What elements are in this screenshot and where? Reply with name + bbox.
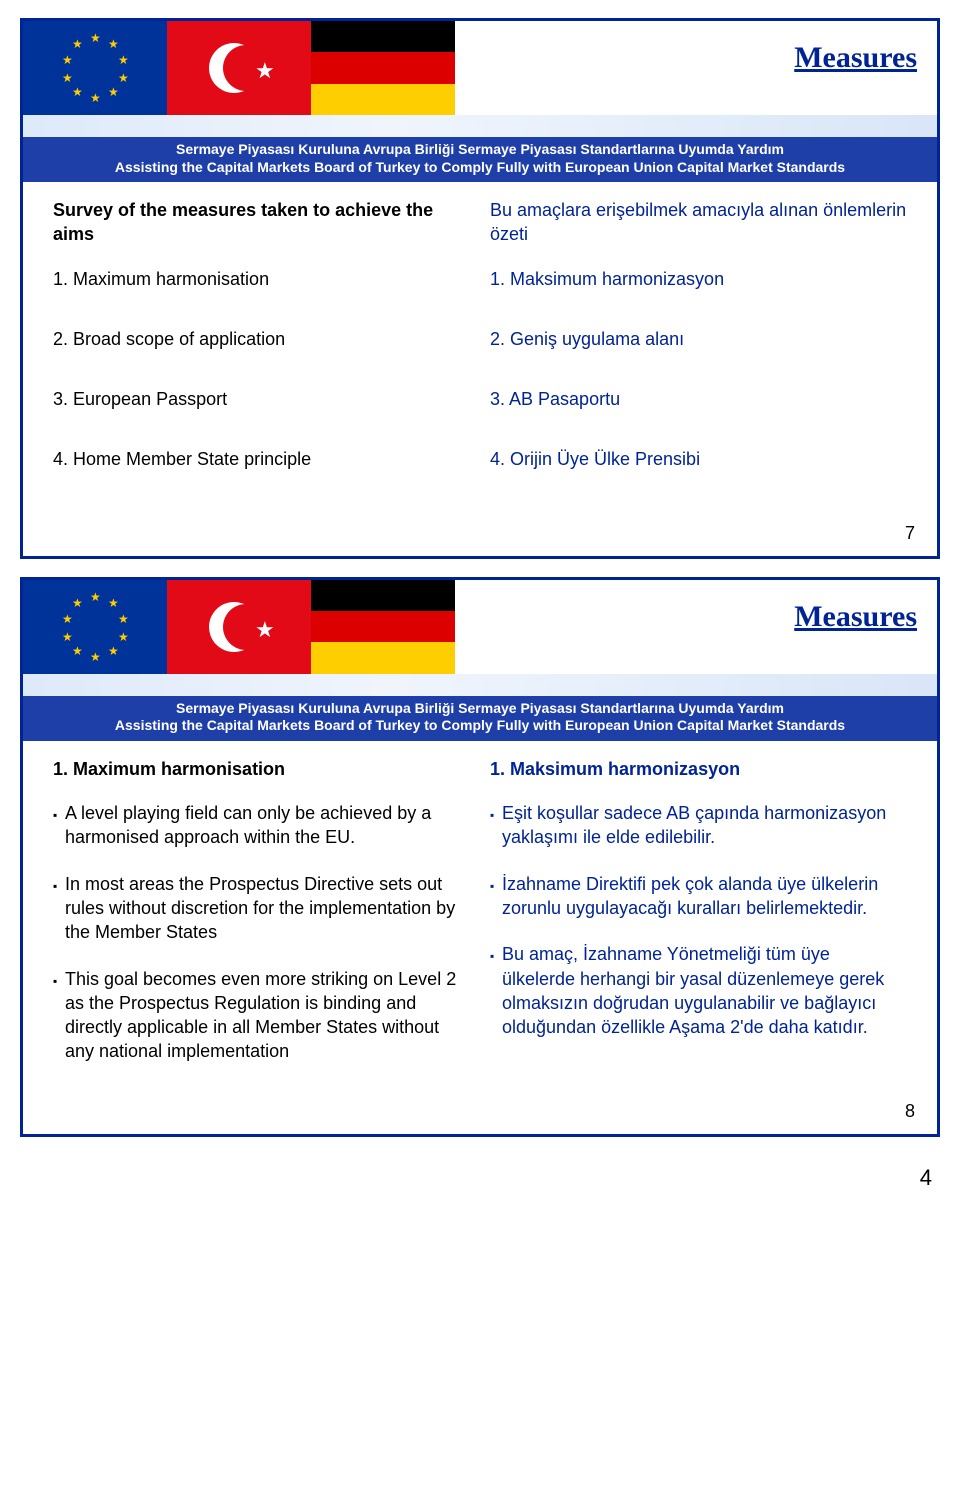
right-bullet-2: İzahname Direktifi pek çok alanda üye ül…	[490, 872, 907, 921]
slide-title: Measures	[794, 41, 917, 75]
germany-flag-icon	[311, 580, 455, 674]
slide-8: ★ ★ ★ ★ ★ ★ ★ ★ ★ ★ ★	[20, 577, 940, 1137]
eu-flag-icon: ★ ★ ★ ★ ★ ★ ★ ★ ★ ★	[23, 580, 167, 674]
right-item-2: 2. Geniş uygulama alanı	[490, 327, 907, 351]
left-bullet-3-text: This goal becomes even more striking on …	[65, 967, 470, 1064]
left-bullet-2-text: In most areas the Prospectus Directive s…	[65, 872, 470, 945]
right-item-4: 4. Orijin Üye Ülke Prensibi	[490, 447, 907, 471]
left-item-4: 4. Home Member State principle	[53, 447, 470, 471]
right-lead: Bu amaçlara erişebilmek amacıyla alınan …	[490, 198, 907, 247]
germany-flag-icon	[311, 21, 455, 115]
left-item-1: 1. Maximum harmonisation	[53, 267, 470, 291]
subtitle-bar: Sermaye Piyasası Kuruluna Avrupa Birliği…	[23, 137, 937, 182]
slide-header: ★ ★ ★ ★ ★ ★ ★ ★ ★ ★ ★	[23, 21, 937, 176]
right-bullet-2-text: İzahname Direktifi pek çok alanda üye ül…	[502, 872, 907, 921]
left-column: 1. Maximum harmonisation A level playing…	[53, 757, 470, 1086]
slide-7: ★ ★ ★ ★ ★ ★ ★ ★ ★ ★ ★	[20, 18, 940, 559]
slide-body: 1. Maximum harmonisation A level playing…	[23, 735, 937, 1094]
turkey-flag-icon: ★	[167, 580, 311, 674]
slide-header: ★ ★ ★ ★ ★ ★ ★ ★ ★ ★ ★	[23, 580, 937, 735]
header-flags: ★ ★ ★ ★ ★ ★ ★ ★ ★ ★ ★	[23, 21, 455, 115]
page: ★ ★ ★ ★ ★ ★ ★ ★ ★ ★ ★	[0, 18, 960, 1211]
left-item-3: 3. European Passport	[53, 387, 470, 411]
right-heading: 1. Maksimum harmonizasyon	[490, 757, 907, 781]
page-number: 4	[0, 1155, 960, 1211]
subtitle-bar: Sermaye Piyasası Kuruluna Avrupa Birliği…	[23, 696, 937, 741]
slide-title: Measures	[794, 600, 917, 634]
slide-body: Survey of the measures taken to achieve …	[23, 176, 937, 516]
right-column: Bu amaçlara erişebilmek amacıyla alınan …	[490, 198, 907, 508]
left-heading: 1. Maximum harmonisation	[53, 757, 470, 781]
left-bullet-2: In most areas the Prospectus Directive s…	[53, 872, 470, 945]
subtitle-line-1: Sermaye Piyasası Kuruluna Avrupa Birliği…	[31, 141, 929, 159]
left-bullet-1: A level playing field can only be achiev…	[53, 801, 470, 850]
left-bullet-1-text: A level playing field can only be achiev…	[65, 801, 470, 850]
right-bullet-1: Eşit koşullar sadece AB çapında harmoniz…	[490, 801, 907, 850]
eu-flag-icon: ★ ★ ★ ★ ★ ★ ★ ★ ★ ★	[23, 21, 167, 115]
right-item-3: 3. AB Pasaportu	[490, 387, 907, 411]
right-bullet-3: Bu amaç, İzahname Yönetmeliği tüm üye ül…	[490, 942, 907, 1039]
right-item-1: 1. Maksimum harmonizasyon	[490, 267, 907, 291]
subtitle-line-2: Assisting the Capital Markets Board of T…	[31, 159, 929, 177]
slide-number: 7	[905, 523, 915, 544]
right-column: 1. Maksimum harmonizasyon Eşit koşullar …	[490, 757, 907, 1086]
subtitle-line-1: Sermaye Piyasası Kuruluna Avrupa Birliği…	[31, 700, 929, 718]
header-flags: ★ ★ ★ ★ ★ ★ ★ ★ ★ ★ ★	[23, 580, 455, 674]
right-bullet-1-text: Eşit koşullar sadece AB çapında harmoniz…	[502, 801, 907, 850]
left-item-2: 2. Broad scope of application	[53, 327, 470, 351]
slide-number: 8	[905, 1101, 915, 1122]
subtitle-line-2: Assisting the Capital Markets Board of T…	[31, 717, 929, 735]
left-lead: Survey of the measures taken to achieve …	[53, 198, 470, 247]
right-bullet-3-text: Bu amaç, İzahname Yönetmeliği tüm üye ül…	[502, 942, 907, 1039]
left-bullet-3: This goal becomes even more striking on …	[53, 967, 470, 1064]
turkey-flag-icon: ★	[167, 21, 311, 115]
decorative-band	[23, 674, 937, 696]
left-column: Survey of the measures taken to achieve …	[53, 198, 470, 508]
decorative-band	[23, 115, 937, 137]
